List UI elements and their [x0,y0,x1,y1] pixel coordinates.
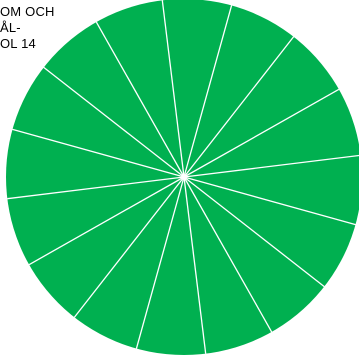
segment-divider [28,176,185,266]
segment-divider [183,176,273,333]
caption-line-1: OM OCH [0,4,55,19]
segment-divider [7,176,185,200]
segment-divider [183,36,295,178]
segment-divider [183,176,356,226]
caption-line-3: OL 14 [0,36,36,51]
segment-divider [183,154,359,178]
caption-text: OM OCH ÅL- OL 14 [0,4,55,52]
segment-divider [95,21,185,178]
segment-divider [183,176,207,354]
segment-divider [183,88,340,178]
segment-divider [73,176,185,318]
segment-divider [43,66,185,178]
segment-dividers [7,0,359,354]
caption-line-2: ÅL- [0,20,21,35]
segment-divider [183,176,325,288]
segment-divider [161,0,185,178]
segment-divider [135,176,185,349]
segment-divider [12,128,185,178]
segment-divider [183,5,233,178]
